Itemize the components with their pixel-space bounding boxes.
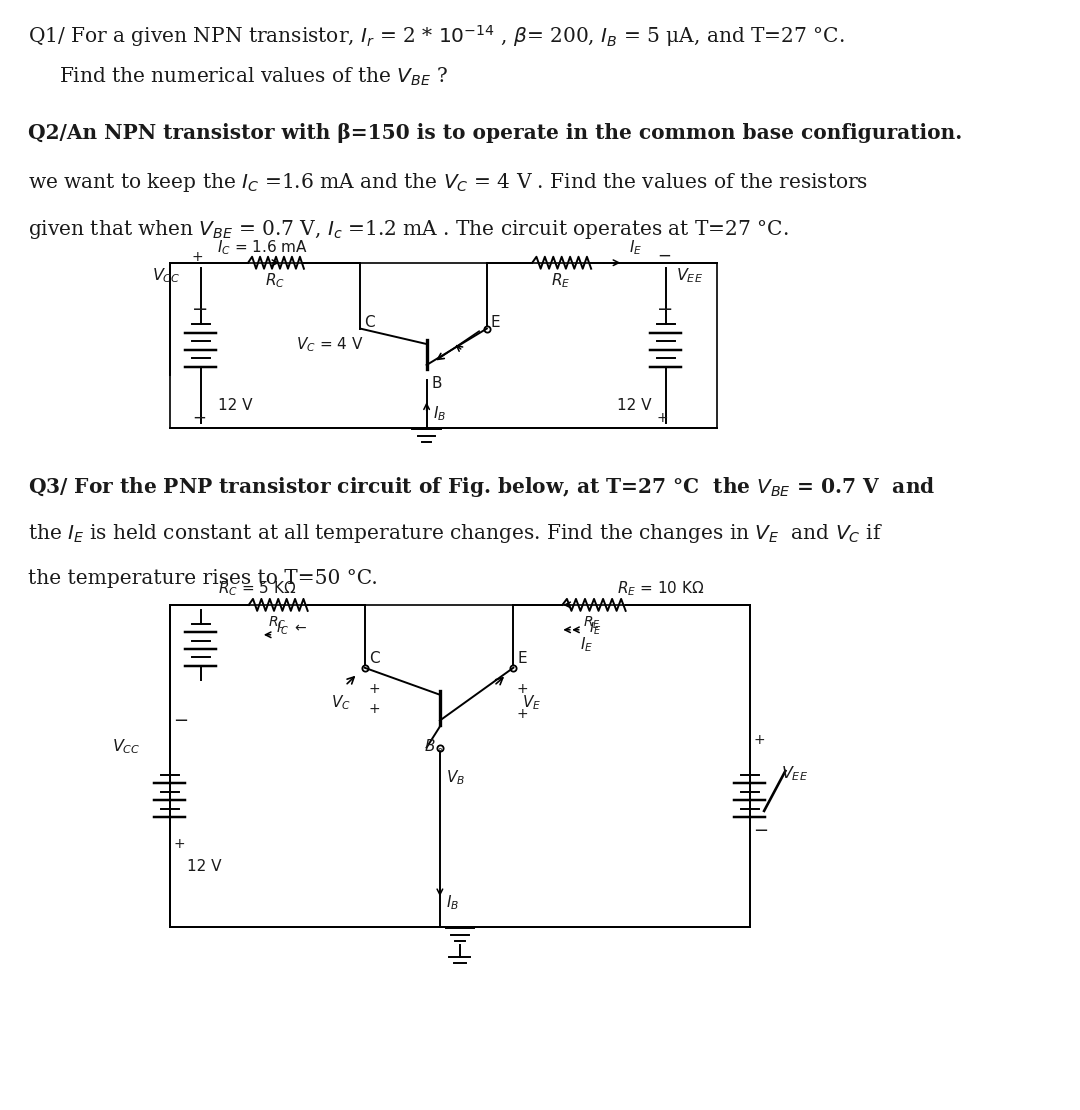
Text: given that when $V_{BE}$ = 0.7 V, $I_c$ =1.2 mA . The circuit operates at T=27 °: given that when $V_{BE}$ = 0.7 V, $I_c$ … — [28, 218, 788, 241]
Text: Q1/ For a given NPN transistor, $I_r$ = 2 * $10^{-14}$ , $\beta$= 200, $I_B$ = 5: Q1/ For a given NPN transistor, $I_r$ = … — [28, 23, 845, 49]
Text: the temperature rises to T=50 °C.: the temperature rises to T=50 °C. — [28, 569, 378, 588]
Bar — [170, 605, 750, 927]
Text: C: C — [369, 650, 380, 666]
Text: 12 V: 12 V — [617, 398, 651, 413]
Text: 12 V: 12 V — [188, 859, 221, 874]
Text: $R_E$: $R_E$ — [551, 272, 570, 291]
Text: $I_E$: $I_E$ — [580, 636, 593, 655]
Text: 12 V: 12 V — [218, 398, 253, 413]
Text: the $I_E$ is held constant at all temperature changes. Find the changes in $V_E$: the $I_E$ is held constant at all temper… — [28, 522, 882, 545]
Text: −: − — [657, 300, 673, 319]
Text: $I_B$: $I_B$ — [446, 894, 459, 911]
Text: $R_C$ = 5 KΩ: $R_C$ = 5 KΩ — [218, 579, 297, 597]
Text: $V_{CC}$: $V_{CC}$ — [112, 737, 140, 756]
Text: +: + — [657, 412, 669, 425]
Text: +: + — [173, 837, 185, 850]
Text: $I_E$: $I_E$ — [629, 239, 642, 258]
Text: $R_E$ = 10 KΩ: $R_E$ = 10 KΩ — [617, 579, 704, 597]
Text: E: E — [490, 314, 500, 330]
Text: Q3/ For the PNP transistor circuit of Fig. below, at T=27 °C  the $V_{BE}$ = 0.7: Q3/ For the PNP transistor circuit of Fi… — [28, 475, 935, 500]
Text: +: + — [192, 250, 203, 264]
Text: $V_C$ = 4 V: $V_C$ = 4 V — [296, 335, 364, 354]
Bar — [170, 263, 717, 428]
Text: $B_\circ$: $B_\circ$ — [424, 737, 444, 753]
Text: $V_{EE}$: $V_{EE}$ — [676, 266, 703, 285]
Text: $V_{EE}$: $V_{EE}$ — [781, 764, 808, 783]
Text: $I_C$ $\leftarrow$: $I_C$ $\leftarrow$ — [276, 620, 308, 637]
Text: −: − — [754, 821, 769, 840]
Text: $V_C$: $V_C$ — [330, 694, 351, 713]
Text: E: E — [517, 650, 527, 666]
Text: we want to keep the $I_C$ =1.6 mA and the $V_C$ = 4 V . Find the values of the r: we want to keep the $I_C$ =1.6 mA and th… — [28, 171, 868, 194]
Text: +: + — [368, 702, 380, 716]
Text: $V_E$: $V_E$ — [523, 694, 541, 713]
Text: −: − — [192, 300, 208, 319]
Text: C: C — [364, 314, 375, 330]
Text: $I_C$ = 1.6 mA: $I_C$ = 1.6 mA — [217, 239, 308, 258]
Text: $V_B$: $V_B$ — [446, 768, 465, 787]
Text: −: − — [192, 408, 205, 426]
Text: $V_{CC}$: $V_{CC}$ — [152, 266, 180, 285]
Text: $I_B$: $I_B$ — [433, 404, 446, 423]
Text: Q2/An NPN transistor with β=150 is to operate in the common base configuration.: Q2/An NPN transistor with β=150 is to op… — [28, 123, 962, 143]
Text: −: − — [173, 713, 188, 730]
Text: −: − — [657, 246, 671, 265]
Text: Find the numerical values of the $V_{BE}$ ?: Find the numerical values of the $V_{BE}… — [59, 65, 448, 88]
Text: +: + — [517, 707, 528, 720]
Text: $R_C$: $R_C$ — [268, 615, 286, 632]
Text: +: + — [368, 682, 380, 696]
Text: $R_E$: $R_E$ — [583, 615, 602, 632]
Text: +: + — [754, 733, 765, 747]
Text: +: + — [517, 682, 528, 696]
Text: B: B — [431, 376, 442, 392]
Text: $I_E$: $I_E$ — [589, 620, 600, 637]
Text: $R_C$: $R_C$ — [266, 272, 285, 291]
